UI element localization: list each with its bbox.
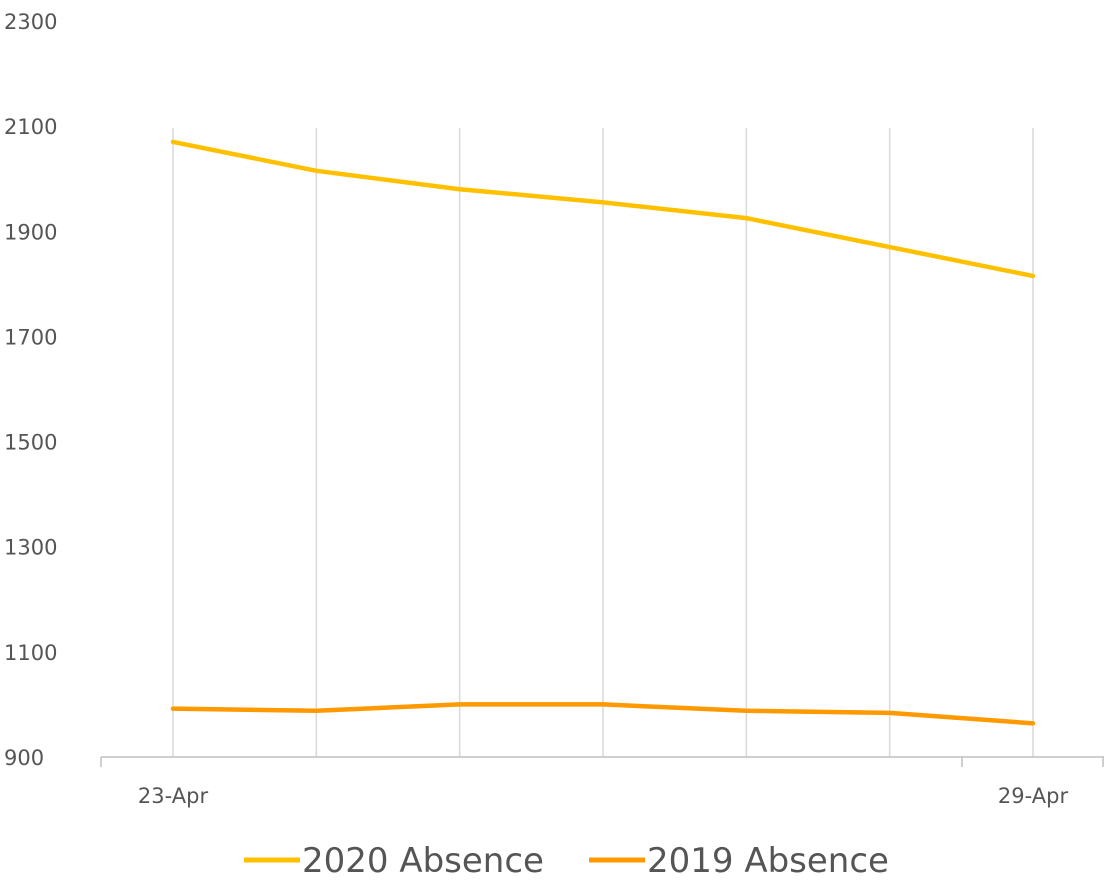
y-axis-tick-labels: 900 1100 1300 1500 1700 1900 2100 2300 bbox=[4, 10, 57, 770]
series-line-2 bbox=[170, 702, 1036, 726]
x-tick-label: 23-Apr bbox=[138, 784, 209, 808]
legend-label: 2020 Absence bbox=[302, 841, 544, 881]
x-axis-tick-labels: 23-Apr 29-Apr bbox=[138, 784, 1069, 808]
series-line-1 bbox=[170, 139, 1036, 279]
y-tick-label: 1900 bbox=[4, 220, 57, 244]
y-tick-label: 1300 bbox=[4, 536, 57, 560]
legend: 2020 Absence 2019 Absence bbox=[244, 841, 889, 881]
y-tick-label: 1500 bbox=[4, 431, 57, 455]
y-tick-label: 2300 bbox=[4, 10, 57, 34]
vertical-gridlines bbox=[172, 128, 1034, 757]
y-tick-label: 1700 bbox=[4, 325, 57, 349]
y-tick-label: 2100 bbox=[4, 115, 57, 139]
y-tick-label: 1100 bbox=[4, 641, 57, 665]
y-tick-label: 900 bbox=[4, 746, 44, 770]
x-tick-label: 29-Apr bbox=[998, 784, 1069, 808]
series-lines bbox=[170, 139, 1036, 726]
legend-label: 2019 Absence bbox=[647, 841, 889, 881]
x-axis-tick-marks bbox=[100, 757, 1104, 767]
